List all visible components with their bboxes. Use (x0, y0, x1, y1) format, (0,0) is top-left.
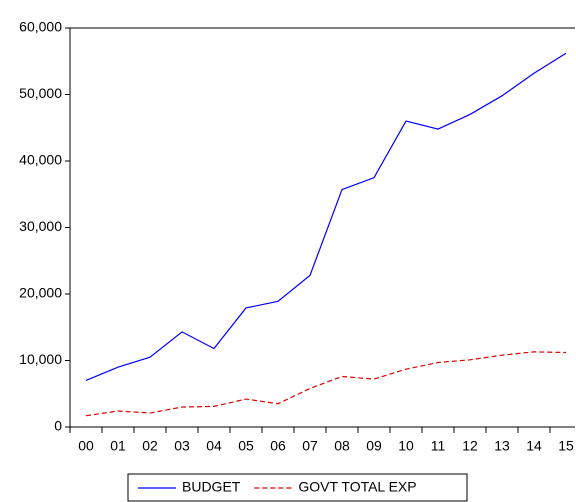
series-line (85, 52, 567, 382)
axis-frame (69, 27, 575, 428)
y-tick-label: 60,000 (19, 19, 62, 35)
x-tick-label: 05 (238, 438, 254, 454)
legend-label: GOVT TOTAL EXP (298, 479, 416, 495)
legend: BUDGET GOVT TOTAL EXP (127, 473, 468, 502)
x-tick-label: 00 (78, 438, 94, 454)
y-tick-label: 20,000 (19, 285, 62, 301)
x-tick-label: 13 (494, 438, 510, 454)
legend-label: BUDGET (182, 479, 241, 495)
x-tick-label: 01 (110, 438, 126, 454)
x-tick-label: 11 (431, 438, 446, 454)
x-tick-label: 04 (206, 438, 222, 454)
x-tick-label: 07 (302, 438, 318, 454)
x-tick-label: 10 (398, 438, 414, 454)
y-tick-label: 0 (54, 418, 62, 434)
y-tick-label: 10,000 (19, 351, 62, 367)
x-tick-label: 14 (526, 438, 542, 454)
y-tick-label: 50,000 (19, 85, 62, 101)
legend-box (127, 473, 468, 502)
x-tick-label: 15 (558, 438, 574, 454)
y-tick-label: 40,000 (19, 152, 62, 168)
x-tick-label: 03 (174, 438, 190, 454)
series-line (85, 351, 567, 417)
x-tick-label: 09 (366, 438, 382, 454)
x-tick-label: 12 (462, 438, 478, 454)
x-tick-label: 02 (142, 438, 158, 454)
y-tick-label: 30,000 (19, 218, 62, 234)
x-tick-label: 08 (334, 438, 350, 454)
x-tick-label: 06 (270, 438, 286, 454)
